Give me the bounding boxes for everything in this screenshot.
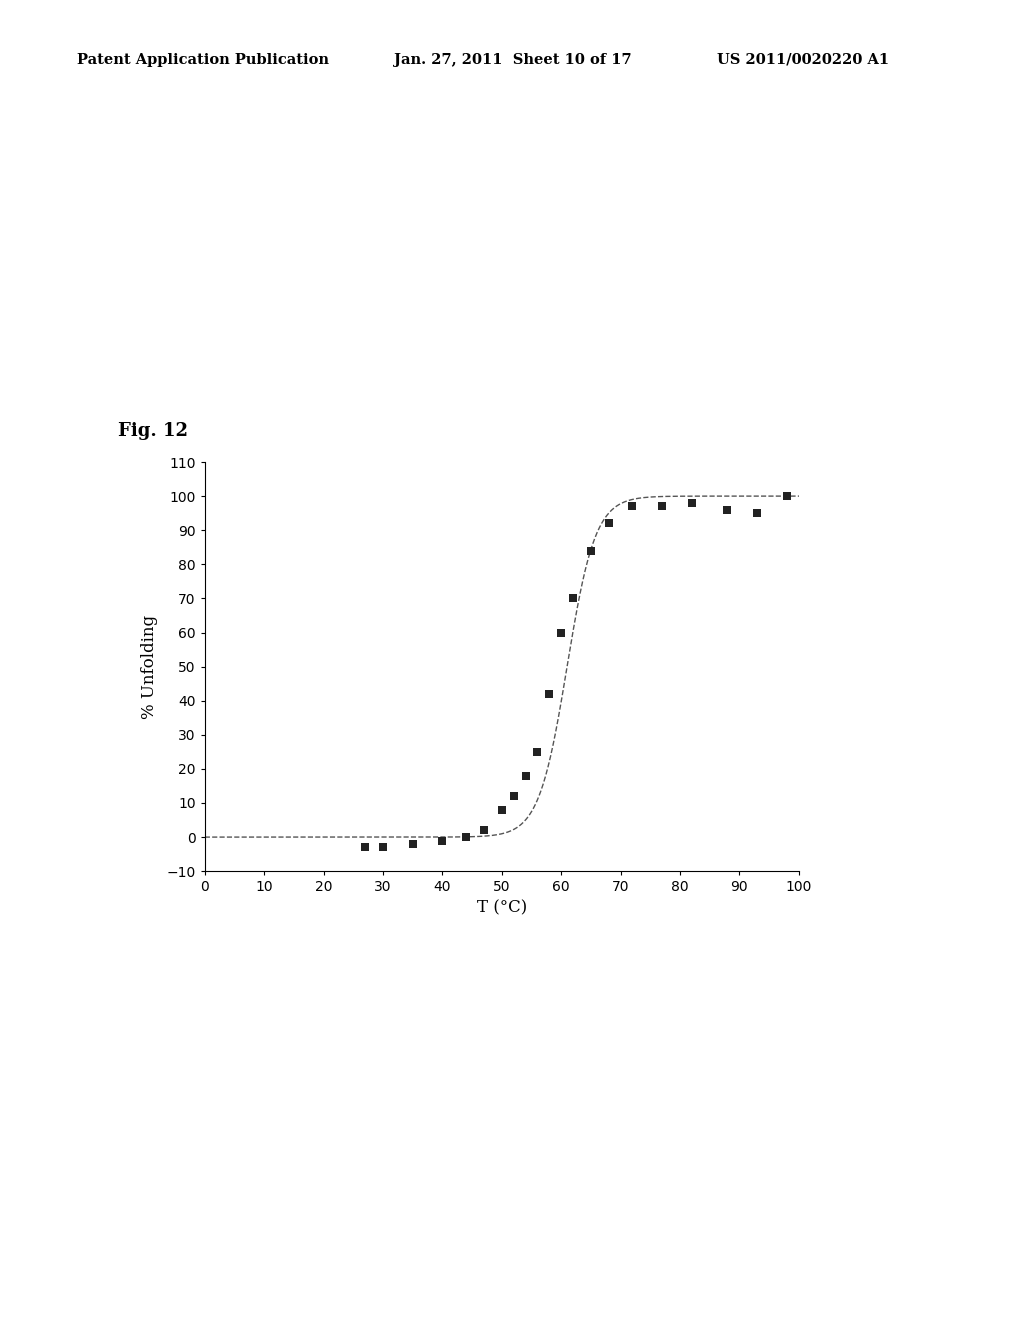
Point (529, 742, 546, 763)
Point (506, 785, 522, 807)
Point (541, 684, 557, 705)
Point (553, 622, 569, 643)
Point (654, 496, 671, 517)
Point (625, 496, 641, 517)
Point (565, 587, 582, 609)
Text: Patent Application Publication: Patent Application Publication (77, 53, 329, 67)
Point (375, 837, 391, 858)
Point (778, 486, 795, 507)
Point (476, 820, 493, 841)
Point (600, 513, 616, 535)
Point (404, 833, 421, 854)
Point (357, 837, 374, 858)
Text: Fig. 12: Fig. 12 (118, 422, 187, 441)
Point (494, 800, 510, 821)
Y-axis label: % Unfolding: % Unfolding (141, 615, 158, 718)
Point (458, 826, 474, 847)
Point (517, 766, 534, 787)
X-axis label: T (°C): T (°C) (476, 900, 527, 917)
Text: Jan. 27, 2011  Sheet 10 of 17: Jan. 27, 2011 Sheet 10 of 17 (394, 53, 632, 67)
Point (749, 503, 765, 524)
Point (684, 492, 700, 513)
Point (583, 540, 599, 561)
Point (719, 499, 735, 520)
Text: US 2011/0020220 A1: US 2011/0020220 A1 (717, 53, 889, 67)
Point (434, 830, 451, 851)
